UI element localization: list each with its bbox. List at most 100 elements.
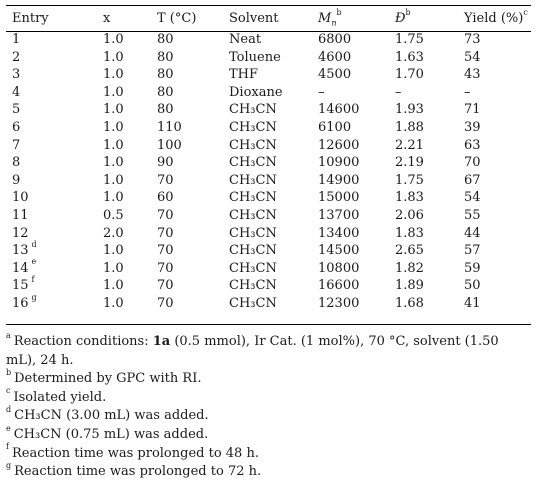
- cell-x-value: 1.0: [103, 67, 124, 83]
- cell-mn-value: 15000: [318, 190, 360, 206]
- cell-entry-value: 7: [12, 137, 21, 153]
- cell-temperature: 70: [157, 295, 229, 313]
- cell-temperature-value: 80: [157, 84, 174, 100]
- cell-mn: 16600: [318, 277, 395, 295]
- cell-mn: 10800: [318, 260, 395, 278]
- cell-solvent-value: CH₃CN: [229, 278, 277, 294]
- cell-entry: 6: [6, 119, 103, 137]
- cell-temperature-value: 60: [157, 190, 174, 206]
- cell-temperature-value: 100: [157, 137, 182, 153]
- cell-mn-value: 4500: [318, 67, 352, 83]
- cell-x-value: 1.0: [103, 49, 124, 65]
- footnote-mark: b: [6, 367, 12, 377]
- header-dispersity-symbol: Đ: [395, 11, 406, 26]
- cell-yield-value: 41: [464, 295, 481, 311]
- cell-yield: 41: [464, 295, 531, 313]
- cell-temperature-value: 80: [157, 32, 174, 47]
- cell-mn-value: 13700: [318, 207, 360, 223]
- cell-solvent: CH₃CN: [229, 207, 318, 225]
- cell-solvent-value: CH₃CN: [229, 243, 277, 259]
- footnote-mark: f: [6, 442, 9, 452]
- cell-entry-value: 1: [12, 32, 21, 47]
- cell-solvent: CH₃CN: [229, 119, 318, 137]
- cell-mn: 14900: [318, 172, 395, 190]
- cell-yield-value: 57: [464, 243, 481, 259]
- cell-solvent: CH₃CN: [229, 260, 318, 278]
- cell-yield: 44: [464, 225, 531, 243]
- footnote-text: Reaction conditions:: [13, 334, 153, 349]
- cell-x: 1.0: [103, 49, 157, 67]
- cell-solvent-value: CH₃CN: [229, 137, 277, 153]
- cell-x-value: 1.0: [103, 32, 124, 47]
- cell-x: 1.0: [103, 242, 157, 260]
- cell-dispersity-value: –: [395, 84, 402, 100]
- cell-temperature: 80: [157, 101, 229, 119]
- cell-mn: 6100: [318, 119, 395, 137]
- results-table: Entry x T (°C) Solvent Mnb Đb Yield (%)c…: [6, 6, 531, 313]
- cell-mn-value: 4600: [318, 49, 352, 65]
- header-solvent: Solvent: [229, 11, 279, 26]
- cell-temperature: 70: [157, 260, 229, 278]
- cell-mn-value: 6800: [318, 32, 352, 47]
- table-row: 12 2.0 70 CH₃CN 13400 1.83 44: [6, 225, 531, 243]
- table-row: 5 1.0 80 CH₃CN 14600 1.93 71: [6, 101, 531, 119]
- cell-mn: 4500: [318, 66, 395, 84]
- cell-mn: 14500: [318, 242, 395, 260]
- cell-solvent-value: CH₃CN: [229, 260, 277, 276]
- table-row: 8 1.0 90 CH₃CN 10900 2.19 70: [6, 154, 531, 172]
- cell-solvent-value: THF: [229, 67, 259, 83]
- table-row: 14 e 1.0 70 CH₃CN 10800 1.82 59: [6, 258, 531, 278]
- cell-temperature: 70: [157, 225, 229, 243]
- cell-dispersity-value: 1.82: [395, 260, 424, 276]
- cell-entry-value: 10: [12, 190, 29, 206]
- cell-dispersity: 2.65: [395, 242, 464, 260]
- cell-temperature: 80: [157, 66, 229, 84]
- cell-yield: 39: [464, 119, 531, 137]
- cell-x: 0.5: [103, 207, 157, 225]
- header-row: Entry x T (°C) Solvent Mnb Đb Yield (%)c: [6, 6, 531, 31]
- cell-yield: 71: [464, 101, 531, 119]
- header-entry: Entry: [12, 11, 49, 26]
- cell-yield: –: [464, 84, 531, 102]
- cell-dispersity: 2.19: [395, 154, 464, 172]
- cell-dispersity: 1.83: [395, 189, 464, 207]
- cell-entry-value: 13: [12, 243, 29, 259]
- header-mn: Mnb: [318, 6, 395, 31]
- cell-dispersity: 1.82: [395, 260, 464, 278]
- cell-entry-value: 9: [12, 172, 21, 188]
- cell-x: 1.0: [103, 31, 157, 49]
- footnote-mark: c: [6, 386, 11, 396]
- cell-yield-value: 59: [464, 260, 481, 276]
- cell-entry: 16 g: [6, 293, 103, 313]
- cell-yield: 54: [464, 189, 531, 207]
- cell-temperature-value: 90: [157, 155, 174, 171]
- cell-dispersity-value: 2.06: [395, 207, 424, 223]
- cell-yield: 50: [464, 277, 531, 295]
- cell-x-value: 2.0: [103, 225, 124, 241]
- cell-yield-value: 67: [464, 172, 481, 188]
- cell-dispersity: –: [395, 84, 464, 102]
- cell-mn: 14600: [318, 101, 395, 119]
- cell-x: 1.0: [103, 172, 157, 190]
- cell-dispersity-value: 1.89: [395, 278, 424, 294]
- cell-mn-value: –: [318, 84, 325, 100]
- cell-entry-value: 12: [12, 225, 29, 241]
- footnote-c: c Isolated yield.: [6, 386, 531, 408]
- table-row: 2 1.0 80 Toluene 4600 1.63 54: [6, 49, 531, 67]
- cell-mn-value: 6100: [318, 119, 352, 135]
- cell-x: 1.0: [103, 119, 157, 137]
- cell-dispersity: 2.06: [395, 207, 464, 225]
- table-body: 1 1.0 80 Neat 6800 1.75 73 2 1.0 80 Toluene 4600 1.6…: [6, 31, 531, 313]
- cell-yield-value: 55: [464, 207, 481, 223]
- cell-mn-value: 14900: [318, 172, 360, 188]
- header-dispersity-footnote-mark: b: [405, 7, 411, 17]
- compound-label: 1a: [152, 334, 171, 349]
- cell-entry-value: 8: [12, 155, 21, 171]
- footnote-g: g Reaction time was prolonged to 72 h.: [6, 461, 531, 482]
- header-mn-symbol: M: [318, 11, 332, 26]
- cell-mn: 15000: [318, 189, 395, 207]
- footnote-mark: e: [6, 423, 11, 433]
- cell-temperature-value: 70: [157, 225, 174, 241]
- cell-mn: –: [318, 84, 395, 102]
